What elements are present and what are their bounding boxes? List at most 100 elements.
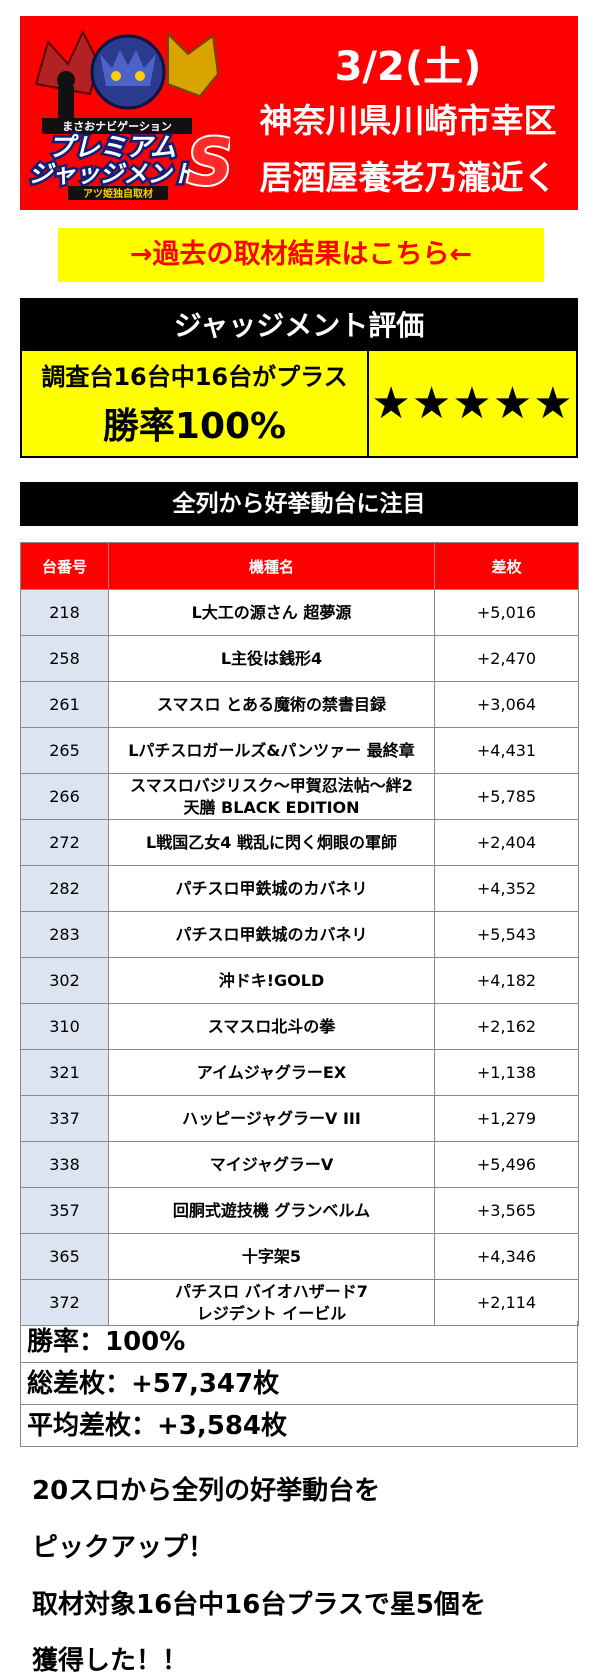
logo-letter-s: S: [187, 126, 230, 200]
machine-name-line: パチスロ甲鉄城のカバネリ: [175, 878, 368, 898]
table-row: 258 L主役は銭形4 +2,470: [20, 635, 579, 682]
machine-name: 回胴式遊技機 グランベルム: [108, 1187, 435, 1234]
machine-name: アイムジャグラーEX: [108, 1049, 435, 1096]
machine-name-line: アイムジャグラーEX: [196, 1062, 347, 1082]
machine-name: L大工の源さん 超夢源: [108, 589, 435, 636]
machine-name-line: スマスロ北斗の拳: [207, 1016, 336, 1036]
coin-difference: +1,279: [434, 1095, 579, 1142]
table-row: 261 スマスロ とある魔術の禁書目録 +3,064: [20, 681, 579, 728]
table-row: 365 十字架5 +4,346: [20, 1233, 579, 1280]
machine-number: 282: [20, 865, 109, 912]
table-row: 218 L大工の源さん 超夢源 +5,016: [20, 589, 579, 636]
machine-name-line: 回胴式遊技機 グランベルム: [172, 1200, 371, 1220]
coin-difference: +5,496: [434, 1141, 579, 1188]
machine-number: 265: [20, 727, 109, 774]
machine-name-line: パチスロ甲鉄城のカバネリ: [175, 924, 368, 944]
machine-name: スマスロバジリスク～甲賀忍法帖～絆2 天膳 BLACK EDITION: [108, 773, 435, 820]
event-location: 神奈川県川崎市幸区: [259, 101, 557, 140]
event-date: 3/2(土): [334, 44, 482, 90]
coin-difference: +2,162: [434, 1003, 579, 1050]
total-coin-difference: 総差枚：+57,347枚: [20, 1363, 578, 1405]
table-row: 272 L戦国乙女4 戦乱に閃く炯眼の軍師 +2,404: [20, 819, 579, 866]
logo-subtitle: まさおナビゲーション: [62, 119, 172, 133]
machine-number: 310: [20, 1003, 109, 1050]
machine-number: 218: [20, 589, 109, 636]
machine-number: 357: [20, 1187, 109, 1234]
footer-line-3: 取材対象16台中16台プラスで星5個を: [32, 1590, 486, 1620]
machine-results-table: 台番号 機種名 差枚 218 L大工の源さん 超夢源 +5,016 258 L主役は銭形…: [20, 542, 579, 1326]
evaluation-title: ジャッジメント評価: [22, 300, 576, 351]
machine-number: 337: [20, 1095, 109, 1142]
table-row: 266 スマスロバジリスク～甲賀忍法帖～絆2 天膳 BLACK EDITION +5,…: [20, 773, 579, 820]
coin-difference: +2,470: [434, 635, 579, 682]
machine-name-line: ハッピージャグラーV III: [182, 1108, 361, 1128]
machine-number: 283: [20, 911, 109, 958]
coin-difference: +2,404: [434, 819, 579, 866]
evaluation-win-rate: 勝率100%: [102, 406, 287, 447]
star-rating: ★★★★★: [369, 351, 576, 456]
machine-name: パチスロ バイオハザード7 レジデント イービル: [108, 1279, 435, 1326]
coin-difference: +1,138: [434, 1049, 579, 1096]
machine-name: マイジャグラーV: [108, 1141, 435, 1188]
table-row: 357 回胴式遊技機 グランベルム +3,565: [20, 1187, 579, 1234]
coin-difference: +2,114: [434, 1279, 579, 1326]
machine-name-line: スマスロ とある魔術の禁書目録: [156, 694, 387, 714]
machine-number: 272: [20, 819, 109, 866]
coin-difference: +5,543: [434, 911, 579, 958]
machine-name: パチスロ甲鉄城のカバネリ: [108, 911, 435, 958]
machine-name-line: L大工の源さん 超夢源: [191, 602, 352, 622]
table-row: 302 沖ドキ!GOLD +4,182: [20, 957, 579, 1004]
machine-name: 十字架5: [108, 1233, 435, 1280]
machine-name: パチスロ甲鉄城のカバネリ: [108, 865, 435, 912]
machine-number: 261: [20, 681, 109, 728]
table-row: 282 パチスロ甲鉄城のカバネリ +4,352: [20, 865, 579, 912]
machine-name: スマスロ とある魔術の禁書目録: [108, 681, 435, 728]
machine-name-line: 沖ドキ!GOLD: [218, 970, 325, 990]
coin-difference: +3,565: [434, 1187, 579, 1234]
coin-difference: +4,182: [434, 957, 579, 1004]
logo-tagline: アツ姫独自取材: [83, 187, 153, 200]
machine-name: Lパチスロガールズ&パンツァー 最終章: [108, 727, 435, 774]
footer-line-2: ピックアップ！: [32, 1533, 215, 1563]
header-banner: まさおナビゲーション プレミアム ジャッジメント S アツ姫独自取材 3/2(土…: [20, 16, 578, 210]
machine-name: スマスロ北斗の拳: [108, 1003, 435, 1050]
table-row: 337 ハッピージャグラーV III +1,279: [20, 1095, 579, 1142]
coin-difference: +5,016: [434, 589, 579, 636]
machine-name: L戦国乙女4 戦乱に閃く炯眼の軍師: [108, 819, 435, 866]
machine-name-line: パチスロ バイオハザード7: [175, 1281, 368, 1301]
section-title: 全列から好挙動台に注目: [20, 482, 578, 526]
footer-line-1: 20スロから全列の好挙動台を: [32, 1476, 381, 1506]
past-results-link[interactable]: →過去の取材結果はこちら←: [58, 228, 544, 282]
table-row: 283 パチスロ甲鉄城のカバネリ +5,543: [20, 911, 579, 958]
machine-name-line: L戦国乙女4 戦乱に閃く炯眼の軍師: [146, 832, 397, 852]
machine-name-line: Lパチスロガールズ&パンツァー 最終章: [128, 740, 415, 760]
total-win-rate: 勝率：100%: [20, 1321, 578, 1363]
machine-name-line: スマスロバジリスク～甲賀忍法帖～絆2: [130, 775, 413, 795]
table-row: 372 パチスロ バイオハザード7 レジデント イービル +2,114: [20, 1279, 579, 1326]
logo-title-2: ジャッジメント: [29, 160, 196, 188]
table-row: 338 マイジャグラーV +5,496: [20, 1141, 579, 1188]
table-header-row: 台番号 機種名 差枚: [20, 542, 579, 590]
machine-name-line-2: 天膳 BLACK EDITION: [183, 797, 360, 817]
machine-name-line-2: レジデント イービル: [196, 1303, 347, 1323]
machine-name: ハッピージャグラーV III: [108, 1095, 435, 1142]
machine-name: L主役は銭形4: [108, 635, 435, 682]
machine-number: 321: [20, 1049, 109, 1096]
logo-title-1: プレミアム: [48, 133, 176, 163]
machine-number: 365: [20, 1233, 109, 1280]
machine-name: 沖ドキ!GOLD: [108, 957, 435, 1004]
machine-number: 266: [20, 773, 109, 820]
evaluation-summary: 調査台16台中16台がプラス: [41, 363, 348, 391]
table-row: 310 スマスロ北斗の拳 +2,162: [20, 1003, 579, 1050]
coin-difference: +5,785: [434, 773, 579, 820]
machine-number: 338: [20, 1141, 109, 1188]
coin-difference: +4,431: [434, 727, 579, 774]
machine-number: 302: [20, 957, 109, 1004]
coin-difference: +4,346: [434, 1233, 579, 1280]
judgment-evaluation-box: ジャッジメント評価 調査台16台中16台がプラス 勝率100% ★★★★★: [20, 298, 578, 458]
average-coin-difference: 平均差枚：+3,584枚: [20, 1405, 578, 1447]
coin-difference: +4,352: [434, 865, 579, 912]
machine-number: 372: [20, 1279, 109, 1326]
machine-number: 258: [20, 635, 109, 682]
premium-judgment-logo: まさおナビゲーション プレミアム ジャッジメント S アツ姫独自取材: [26, 24, 235, 202]
